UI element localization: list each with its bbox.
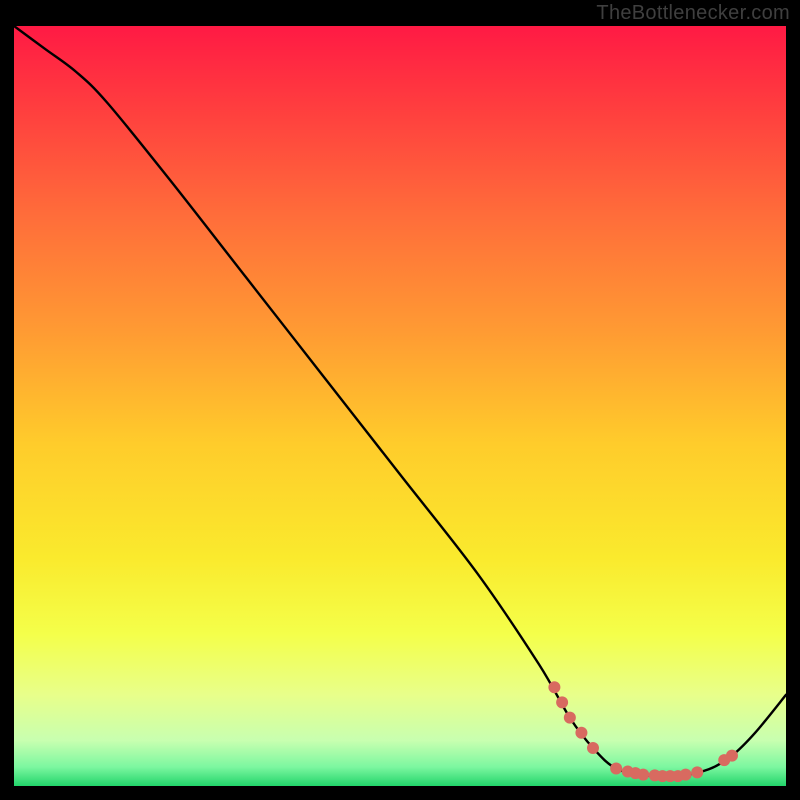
chart-container: TheBottlenecker.com (0, 0, 800, 800)
plot-svg (14, 26, 786, 786)
data-marker (680, 769, 692, 781)
data-marker (587, 742, 599, 754)
plot-background (14, 26, 786, 786)
data-marker (564, 712, 576, 724)
data-marker (556, 696, 568, 708)
data-marker (726, 750, 738, 762)
watermark-text: TheBottlenecker.com (596, 2, 790, 25)
data-marker (548, 681, 560, 693)
data-marker (637, 769, 649, 781)
plot-area (14, 26, 786, 786)
data-marker (575, 727, 587, 739)
data-marker (691, 766, 703, 778)
data-marker (610, 763, 622, 775)
